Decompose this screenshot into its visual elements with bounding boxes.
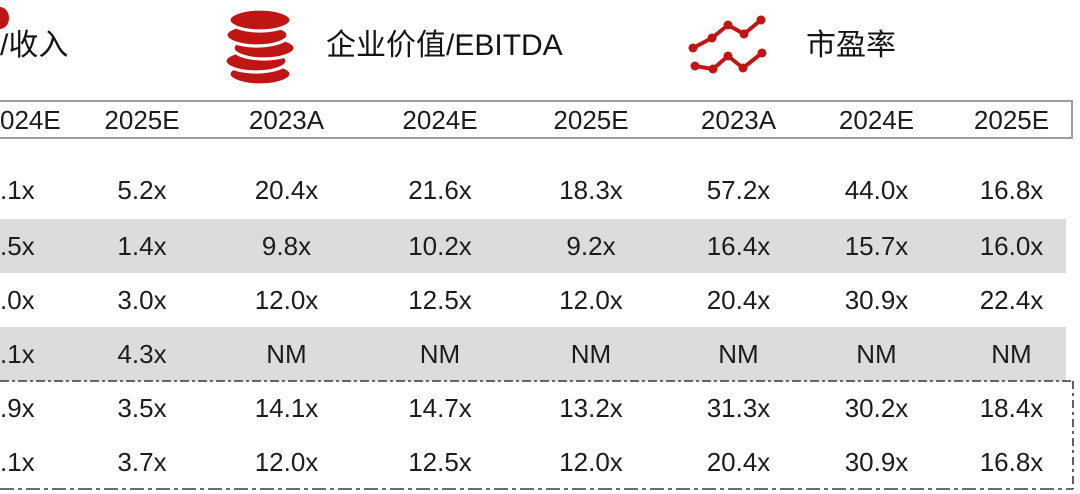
- table-cell: 3.5x: [117, 393, 167, 423]
- column-header: 2025E: [973, 104, 1050, 135]
- legend-label-pe-ratio: 市盈率: [806, 29, 896, 62]
- table-cell: 3.0x: [117, 285, 167, 315]
- column-header: 2023A: [248, 104, 325, 135]
- table-cell: .1x: [0, 339, 35, 369]
- table-cell: NM: [266, 339, 307, 369]
- table-cell: 12.0x: [559, 447, 623, 477]
- table-cell: 14.7x: [408, 393, 472, 423]
- column-header: 2024E: [402, 104, 478, 135]
- column-header: 2025E: [553, 104, 629, 135]
- table-cell: 5.2x: [117, 175, 167, 205]
- table-row: .1x 4.3x NM NM NM NM NM NM: [0, 327, 1080, 381]
- table-cell: 20.4x: [706, 285, 771, 315]
- table-row: .9x 3.5x 14.1x 14.7x 13.2x 31.3x 30.2x 18.4x: [0, 381, 1080, 435]
- table-row: .1x 5.2x 20.4x 21.6x 18.3x 57.2x 44.0x 16.8x: [0, 141, 1080, 219]
- pe-line-chart-icon: [688, 15, 767, 74]
- table-cell: 21.6x: [408, 175, 472, 205]
- table-cell: NM: [419, 339, 461, 369]
- table-cell: 14.1x: [254, 393, 319, 423]
- table-cell: .5x: [0, 231, 35, 261]
- table-cell: 16.8x: [979, 447, 1044, 477]
- table-cell: 15.7x: [844, 231, 909, 261]
- table-cell: 4.3x: [117, 339, 167, 369]
- table-cell: 9.8x: [261, 231, 312, 261]
- table-cell: 12.0x: [559, 285, 623, 315]
- table-cell: .1x: [0, 175, 35, 205]
- table-cell: 16.4x: [706, 231, 771, 261]
- table-cell: 30.2x: [844, 393, 909, 423]
- table-cell: NM: [570, 339, 612, 369]
- table-cell: 3.7x: [117, 447, 167, 477]
- table-cell: 16.0x: [979, 231, 1044, 261]
- table-cell: NM: [856, 339, 897, 369]
- table-body: .1x 5.2x 20.4x 21.6x 18.3x 57.2x 44.0x 16.8x .5x…: [0, 141, 1080, 489]
- table-cell: 22.4x: [979, 285, 1044, 315]
- column-header: 2023A: [700, 104, 777, 135]
- table-cell: 12.5x: [408, 285, 472, 315]
- column-header: 2025E: [104, 104, 180, 135]
- table-header-row: 024E 2025E 2023A 2024E 2025E 2023A 2024E…: [0, 100, 1080, 139]
- table-cell: NM: [718, 339, 759, 369]
- table-cell: .1x: [0, 447, 35, 477]
- table-row: .0x 3.0x 12.0x 12.5x 12.0x 20.4x 30.9x 22.4x: [0, 273, 1080, 327]
- column-header: 2024E: [838, 104, 915, 135]
- table-cell: 16.8x: [979, 175, 1044, 205]
- table-cell: 57.2x: [706, 175, 771, 205]
- legend-label-ev-revenue: /收入: [0, 29, 69, 62]
- table-cell: 13.2x: [559, 393, 623, 423]
- table-cell: 18.3x: [559, 175, 623, 205]
- cropped-icon-fragment: [0, 7, 9, 29]
- table-cell: 12.5x: [408, 447, 472, 477]
- table-cell: NM: [991, 339, 1032, 369]
- legend-label-ev-ebitda: 企业价值/EBITDA: [326, 29, 563, 62]
- table-cell: 18.4x: [979, 393, 1044, 423]
- column-header: 024E: [0, 104, 61, 135]
- table-cell: 20.4x: [254, 175, 319, 205]
- table-cell: 10.2x: [408, 231, 472, 261]
- table-cell: 44.0x: [844, 175, 909, 205]
- table-cell: .9x: [0, 393, 35, 423]
- table-row: .5x 1.4x 9.8x 10.2x 9.2x 16.4x 15.7x 16.0x: [0, 219, 1080, 273]
- table-cell: 30.9x: [844, 285, 909, 315]
- table-cell: 30.9x: [844, 447, 909, 477]
- table-cell: .0x: [0, 285, 35, 315]
- coin-stack-icon: [226, 7, 296, 87]
- table-row: .1x 3.7x 12.0x 12.5x 12.0x 20.4x 30.9x 16.8x: [0, 435, 1080, 489]
- table-cell: 12.0x: [254, 285, 319, 315]
- table-cell: 12.0x: [254, 447, 319, 477]
- table-cell: 31.3x: [706, 393, 771, 423]
- table-cell: 1.4x: [117, 231, 167, 261]
- table-cell: 20.4x: [706, 447, 771, 477]
- table-cell: 9.2x: [566, 231, 616, 261]
